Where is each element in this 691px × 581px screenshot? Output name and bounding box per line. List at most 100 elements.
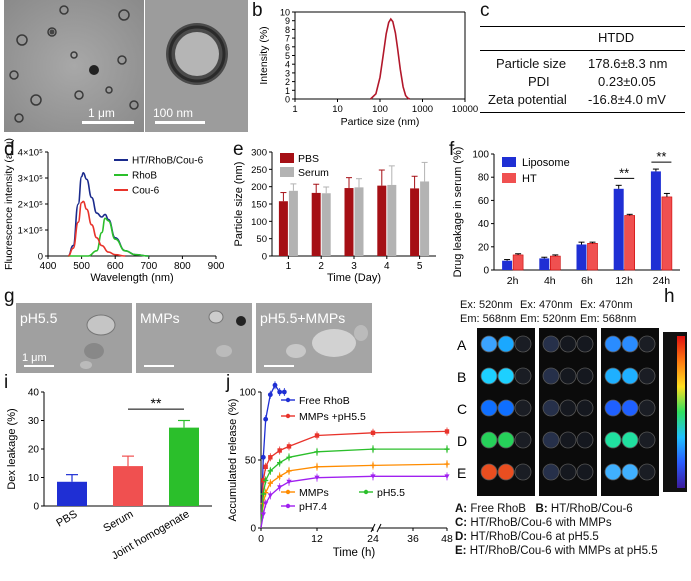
- x-axis-label: Wavelength (nm): [90, 272, 173, 284]
- h-legend-row: E: HT/RhoB/Cou-6 with MMPs at pH5.5: [455, 545, 658, 557]
- x-tick-label: 1: [292, 104, 297, 115]
- plate-well: [480, 431, 498, 449]
- bar: [650, 171, 661, 270]
- chart-d-fluorescence: 0 1×10⁵ 2×10⁵ 3×10⁵ 4×10⁵ 400 500 600 700 800 900 H…: [3, 138, 225, 284]
- bar: [278, 201, 288, 256]
- plate-well: [559, 399, 577, 417]
- scale-label-100nm: 100 nm: [153, 106, 193, 120]
- legend-label: pH7.4: [299, 501, 327, 513]
- legend-label: PBS: [298, 153, 319, 165]
- x-tick-label: 100: [372, 104, 388, 115]
- bar: [377, 185, 387, 256]
- panel-label-i: i: [4, 372, 9, 393]
- x-tick-label: 2: [318, 261, 324, 272]
- h-col-header-1: Ex: 520nm Em: 568nm: [460, 298, 516, 326]
- y-tick-label: 60: [478, 196, 490, 207]
- chart-j-release: 0 50 100 0 12 24 36 48 Free RhoB MMPs +pH5.5 MMPs p…: [227, 381, 453, 559]
- plate-well: [497, 399, 515, 417]
- h-legend-row: A: Free RhoB B: HT/RhoB/Cou-6: [455, 503, 633, 515]
- y-tick-label: 100: [251, 217, 267, 228]
- legend-swatch: [280, 167, 294, 177]
- ex-label: Ex: 470nm: [520, 299, 573, 311]
- significance-label: **: [619, 165, 629, 180]
- bar: [288, 190, 298, 256]
- ex-label: Ex: 520nm: [460, 299, 513, 311]
- plate-well: [542, 367, 560, 385]
- bar: [613, 188, 624, 270]
- plate-well: [497, 463, 515, 481]
- plate-well: [497, 431, 515, 449]
- data-point: [277, 473, 283, 479]
- bar: [550, 255, 561, 271]
- x-tick-label: 2h: [507, 275, 519, 287]
- h-col-header-2: Ex: 470nm Em: 520nm: [520, 298, 576, 326]
- plate-well: [514, 463, 532, 481]
- data-point: [268, 455, 273, 460]
- y-tick-label: 2: [285, 77, 290, 87]
- plate-well: [542, 335, 560, 353]
- data-point: [267, 468, 273, 474]
- y-tick-label: 4×10⁵: [18, 148, 43, 159]
- tem-image-mmps: MMPs: [136, 303, 252, 373]
- x-tick-label: 700: [140, 261, 157, 272]
- data-point: [267, 493, 273, 498]
- table-row-name: Particle size: [496, 56, 567, 71]
- table-c-htdd: HTDD Particle size 178.6±8.3 nm PDI 0.23…: [480, 18, 685, 130]
- y-tick-label: 200: [251, 182, 267, 193]
- h-legend: A: Free RhoB B: HT/RhoB/Cou-6 C: HT/RhoB…: [455, 502, 658, 558]
- plate-well: [621, 431, 639, 449]
- data-point: [444, 461, 450, 467]
- plate-well: [638, 335, 656, 353]
- plate-well: [480, 463, 498, 481]
- y-tick-label: 8: [285, 25, 290, 35]
- legend-label: Serum: [298, 167, 329, 179]
- x-tick-label: 0: [258, 533, 264, 545]
- x-tick-label: 400: [40, 261, 57, 272]
- x-axis-label: Time (Day): [327, 272, 381, 284]
- table-mid-rule: [480, 50, 685, 51]
- data-point: [370, 446, 376, 452]
- x-axis-label: Partice size (nm): [341, 116, 420, 128]
- y-tick-label: 2×10⁵: [18, 200, 43, 211]
- h-legend-row: C: HT/RhoB/Cou-6 with MMPs: [455, 517, 612, 529]
- data-point: [314, 464, 320, 470]
- y-tick-label: 20: [478, 242, 490, 253]
- plate-well: [497, 367, 515, 385]
- significance-label: **: [151, 395, 162, 411]
- plate-well: [559, 431, 577, 449]
- bar: [420, 181, 430, 256]
- data-point: [281, 389, 287, 395]
- legend-label: HT/RhoB/Cou-6: [132, 156, 204, 167]
- plate-well: [514, 431, 532, 449]
- x-tick-label: 24: [367, 533, 379, 545]
- plate-well: [480, 399, 498, 417]
- axis-break: [376, 523, 382, 533]
- x-tick-label: 600: [107, 261, 124, 272]
- data-point: [286, 444, 292, 449]
- panel-label-e: e: [233, 139, 244, 160]
- bar: [587, 243, 598, 271]
- x-tick-label: 6h: [581, 275, 593, 287]
- tem-overview-svg: 1 μm: [4, 0, 144, 132]
- tem-label: pH5.5: [20, 310, 58, 326]
- x-tick-label: 5: [417, 261, 423, 272]
- plate-well: [604, 335, 622, 353]
- bar: [410, 188, 420, 256]
- y-tick-label: 0: [285, 95, 290, 105]
- plate-well: [542, 399, 560, 417]
- bar: [321, 193, 331, 256]
- plate-well: [514, 367, 532, 385]
- plate-row-label: C: [457, 401, 467, 417]
- y-tick-label: 9: [285, 16, 290, 26]
- data-point: [444, 474, 450, 479]
- plate-well: [576, 463, 594, 481]
- y-tick-label: 80: [478, 173, 490, 184]
- plate-well: [621, 399, 639, 417]
- plate-well: [559, 367, 577, 385]
- legend-marker: [363, 489, 369, 495]
- plate-well: [576, 431, 594, 449]
- color-scale-bar: [677, 336, 685, 488]
- legend-label: MMPs +pH5.5: [299, 411, 366, 423]
- legend-label: Free RhoB: [299, 395, 350, 407]
